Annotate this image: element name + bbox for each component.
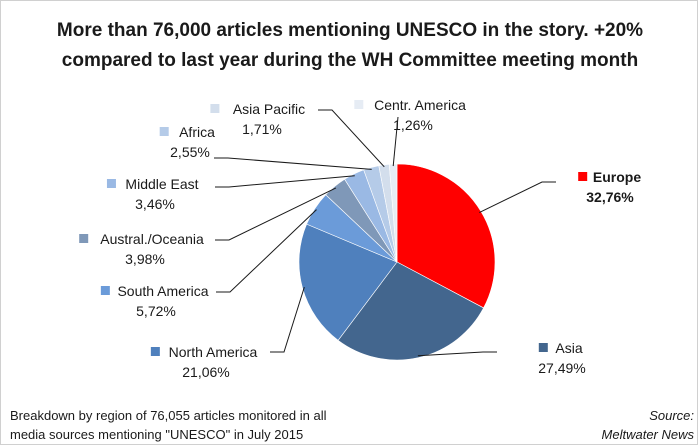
legend-marker [538,343,548,352]
slice-value-label: 3,98% [125,251,165,267]
legend-marker [578,172,588,181]
slice-name-label: Africa [179,124,215,140]
pie-slice-asia [337,261,484,361]
slice-value-label: 2,55% [170,144,210,160]
slice-value-label: 27,49% [538,360,585,376]
slice-name-label: Centr. America [374,97,466,113]
leader-line [417,351,497,357]
slice-name-label: Austral./Oceania [100,231,204,247]
legend-marker [159,127,169,136]
slice-label: Centr. America 1,26% [354,97,466,133]
source-line-2: Meltwater News [601,427,694,442]
leader-line [216,209,317,293]
slice-value-label: 5,72% [136,303,176,319]
slice-name-label: Asia Pacific [233,101,305,117]
footnote: Breakdown by region of 76,055 articles m… [10,406,480,444]
leader-line [215,175,355,188]
slice-label: North America 21,06% [150,344,258,380]
footnote-line-2: media sources mentioning "UNESCO" in Jul… [10,427,304,442]
slice-label: Middle East 3,46% [106,176,199,212]
leader-line [392,116,399,167]
chart-title-line-2: compared to last year during the WH Comm… [61,50,639,71]
leader-line [215,187,337,241]
chart-title-line-1: More than 76,000 articles mentioning UNE… [56,20,644,41]
slice-value-label: 32,76% [586,189,634,205]
slice-name-label: South America [117,283,208,299]
legend-marker [210,104,220,113]
slice-name-label: Middle East [125,176,198,192]
slice-value-label: 21,06% [182,364,229,380]
legend-marker [354,100,364,109]
leader-line [318,109,385,168]
pie-slice-north-america [298,223,398,341]
leader-line [270,286,305,353]
source-line-1: Source: [649,408,694,423]
slice-label: South America 5,72% [100,283,209,319]
legend-marker [79,234,89,243]
slice-value-label: 1,26% [393,117,433,133]
legend-marker [150,347,160,356]
slice-label: Africa 2,55% [159,124,215,160]
slice-value-label: 3,46% [135,196,175,212]
slice-label: Asia 27,49% [538,340,585,376]
slice-name-label: Europe [593,169,641,185]
slice-name-label: Asia [555,340,582,356]
legend-marker [100,286,110,295]
leader-line [479,181,556,213]
slice-label: Austral./Oceania 3,98% [79,231,204,267]
legend-marker [106,179,116,188]
footnote-line-1: Breakdown by region of 76,055 articles m… [10,408,327,423]
slice-label: Asia Pacific 1,71% [210,101,305,137]
slice-value-label: 1,71% [242,121,282,137]
slice-label: Europe 32,76% [578,169,641,205]
leader-line [214,157,372,170]
source-note: Source: Meltwater News [554,406,694,444]
slice-name-label: North America [169,344,258,360]
